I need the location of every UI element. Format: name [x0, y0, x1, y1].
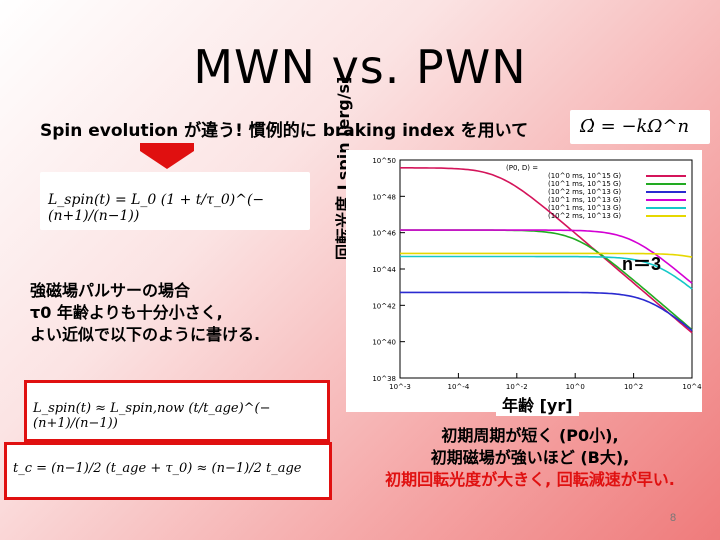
legend-label-6: (10^2 ms, 10^13 G) — [548, 212, 621, 220]
conclusion: 初期周期が短く (P0小), 初期磁場が強いほど (B大), 初期回転光度が大き… — [340, 425, 720, 491]
conclusion-line-1: 初期周期が短く (P0小), — [441, 426, 619, 445]
legend-label-4: (10^1 ms, 10^13 G) — [548, 196, 621, 204]
legend-header: (P0, D) = — [506, 164, 538, 172]
x-axis-label: 年齢 [yr] — [496, 392, 579, 416]
x-tick-label: 10^4 — [682, 383, 702, 391]
series-line-1 — [400, 167, 693, 334]
y-tick-label: 10^46 — [372, 230, 396, 238]
series-line-4 — [400, 229, 693, 284]
y-tick-label: 10^42 — [372, 302, 396, 310]
conclusion-line-3: 初期回転光度が大きく, 回転減速が早い. — [340, 469, 720, 491]
x-tick-label: 10^-2 — [506, 383, 528, 391]
note-line-1: 強磁場パルサーの場合 — [30, 281, 191, 300]
series-line-3 — [400, 291, 693, 332]
luminosity-plot: 10^50 10^48 10^46 10^44 10^42 10^40 10^38 10^-3… — [346, 150, 702, 412]
legend-label-1: (10^0 ms, 10^15 G) — [548, 172, 621, 180]
note-line-3: よい近似で以下のように書ける. — [30, 325, 261, 344]
x-tick-label: 10^0 — [566, 383, 585, 391]
down-arrow-icon — [140, 143, 194, 169]
slide-title: MWN vs. PWN — [193, 40, 527, 94]
approximation-note: 強磁場パルサーの場合 τ0 年齢よりも十分小さく, よい近似で以下のように書ける… — [30, 280, 260, 346]
subtitle: Spin evolution が違う! 慣例的に braking index を… — [40, 121, 529, 141]
y-tick-label: 10^50 — [372, 157, 396, 165]
legend-label-2: (10^1 ms, 10^15 G) — [548, 180, 621, 188]
x-tick-label: 10^-3 — [389, 383, 411, 391]
braking-index-label: n＝3 — [622, 254, 662, 274]
y-tick-label: 10^44 — [372, 266, 396, 274]
approx-equation-box: L_spin(t) ≈ L_spin,now (t/t_age)^(−(n+1)… — [24, 380, 330, 442]
lspin-equation: L_spin(t) = L_0 (1 + t/τ_0)^(−(n+1)/(n−1… — [40, 172, 310, 230]
legend-label-3: (10^2 ms, 10^13 G) — [548, 188, 621, 196]
legend-label-5: (10^1 ms, 10^13 G) — [548, 204, 621, 212]
conclusion-part-a: 初期回転光度が大きく, — [385, 470, 557, 489]
y-tick-label: 10^48 — [372, 193, 396, 201]
y-tick-label: 10^40 — [372, 339, 396, 347]
series-line-6 — [400, 252, 693, 258]
page-number: 8 — [670, 512, 677, 524]
x-tick-label: 10^2 — [624, 383, 643, 391]
x-tick-label: 10^-4 — [448, 383, 470, 391]
spin-down-equation: Ω̇ = −kΩ^n — [570, 110, 710, 144]
luminosity-plot-svg: 10^50 10^48 10^46 10^44 10^42 10^40 10^3810^-3… — [346, 150, 702, 412]
conclusion-part-b: 回転減速が早い. — [556, 470, 675, 489]
note-line-2: τ0 年齢よりも十分小さく, — [30, 303, 223, 322]
conclusion-line-2: 初期磁場が強いほど (B大), — [430, 448, 630, 467]
series-line-5 — [400, 255, 693, 290]
tc-equation-box: t_c = (n−1)/2 (t_age + τ_0) ≈ (n−1)/2 t_… — [4, 442, 332, 500]
y-tick-label: 10^38 — [372, 375, 396, 383]
